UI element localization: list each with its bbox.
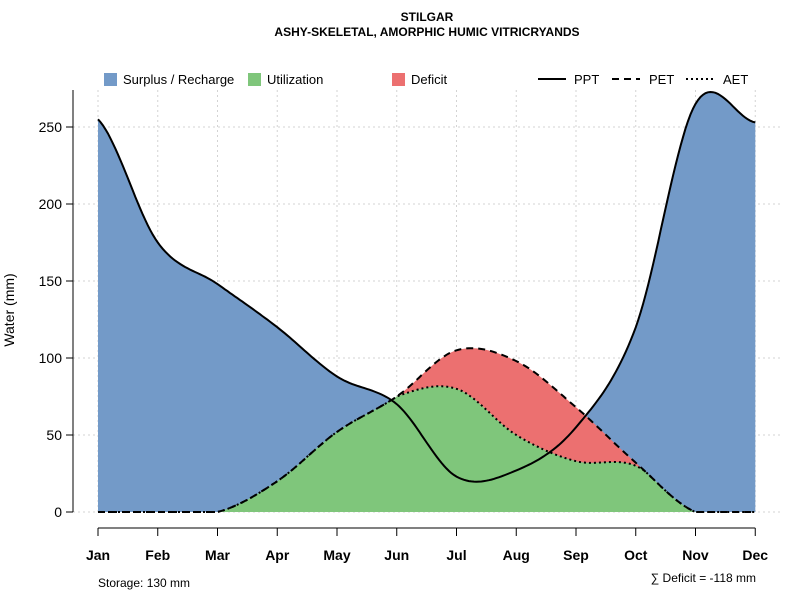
x-tick-label-7: Aug — [503, 547, 530, 563]
legend-label-utilization: Utilization — [267, 72, 323, 87]
y-tick-label-5: 250 — [39, 119, 63, 135]
y-tick-label-0: 0 — [54, 504, 62, 520]
chart-title: STILGAR — [401, 10, 454, 24]
legend-label-surplus: Surplus / Recharge — [123, 72, 234, 87]
y-tick-label-2: 100 — [39, 350, 63, 366]
y-tick-label-4: 200 — [39, 196, 63, 212]
pet-line — [98, 347, 756, 513]
legend-label-pet: PET — [649, 72, 674, 87]
deficit-area — [98, 348, 756, 512]
chart-subtitle: ASHY-SKELETAL, AMORPHIC HUMIC VITRICRYAN… — [274, 25, 579, 39]
storage-annotation: Storage: 130 mm — [98, 576, 190, 590]
x-tick-label-1: Feb — [145, 547, 170, 563]
x-tick-label-9: Oct — [624, 547, 648, 563]
x-tick-label-5: Jun — [384, 547, 409, 563]
x-tick-label-0: Jan — [86, 547, 110, 563]
x-tick-label-2: Mar — [205, 547, 230, 563]
surplus-area — [98, 92, 756, 512]
legend-label-aet: AET — [723, 72, 748, 87]
plot-area: 0 50 100 150 200 250 Jan Feb Mar Apr May Jun Jul Aug S… — [39, 90, 782, 563]
y-tick-label-1: 50 — [46, 427, 62, 443]
deficit-annotation: ∑ Deficit = -118 mm — [651, 571, 756, 585]
legend-swatch-utilization — [248, 73, 261, 86]
ppt-line — [97, 90, 756, 483]
legend: Surplus / Recharge Utilization Deficit P… — [104, 72, 748, 87]
aet-line — [98, 385, 756, 513]
legend-swatch-surplus — [104, 73, 117, 86]
x-tick-label-3: Apr — [265, 547, 290, 563]
x-tick-label-8: Sep — [563, 547, 589, 563]
utilization-area — [98, 386, 756, 512]
x-tick-label-4: May — [323, 547, 350, 563]
y-axis-label: Water (mm) — [1, 273, 17, 346]
legend-label-deficit: Deficit — [411, 72, 448, 87]
y-tick-label-3: 150 — [39, 273, 63, 289]
legend-swatch-deficit — [392, 73, 405, 86]
x-tick-label-6: Jul — [446, 547, 466, 563]
legend-label-ppt: PPT — [574, 72, 599, 87]
x-tick-label-10: Nov — [682, 547, 709, 563]
x-tick-label-11: Dec — [742, 547, 768, 563]
